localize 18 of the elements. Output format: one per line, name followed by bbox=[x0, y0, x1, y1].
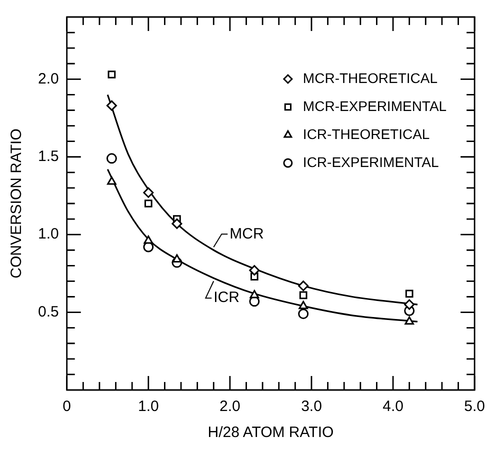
x-tick-label: 4.0 bbox=[382, 398, 404, 416]
y-tick-label: 0.5 bbox=[38, 303, 59, 320]
legend-label: ICR bbox=[214, 289, 240, 306]
x-tick-label: 1.0 bbox=[138, 398, 159, 416]
x-tick-label: 5.0 bbox=[464, 398, 486, 416]
legend-label: MCR bbox=[230, 225, 264, 242]
y-tick-label: 1.0 bbox=[38, 226, 59, 243]
x-tick-label: 2.0 bbox=[220, 398, 240, 416]
legend-label: ICR-THEORETICAL bbox=[302, 126, 430, 142]
legend-label: ICR-EXPERIMENTAL bbox=[302, 154, 440, 170]
y-tick-label: 2.0 bbox=[38, 70, 59, 88]
x-axis-title: H/28 ATOM RATIO bbox=[208, 424, 334, 442]
y-tick-label: 1.5 bbox=[38, 148, 59, 166]
legend-label: MCR-THEORETICAL bbox=[302, 70, 438, 86]
x-tick-label: 3.0 bbox=[301, 398, 322, 416]
x-tick-label: 0 bbox=[62, 398, 72, 416]
legend-label: MCR-EXPERIMENTAL bbox=[302, 98, 447, 114]
y-axis-title: CONVERSION RATIO bbox=[8, 128, 26, 278]
